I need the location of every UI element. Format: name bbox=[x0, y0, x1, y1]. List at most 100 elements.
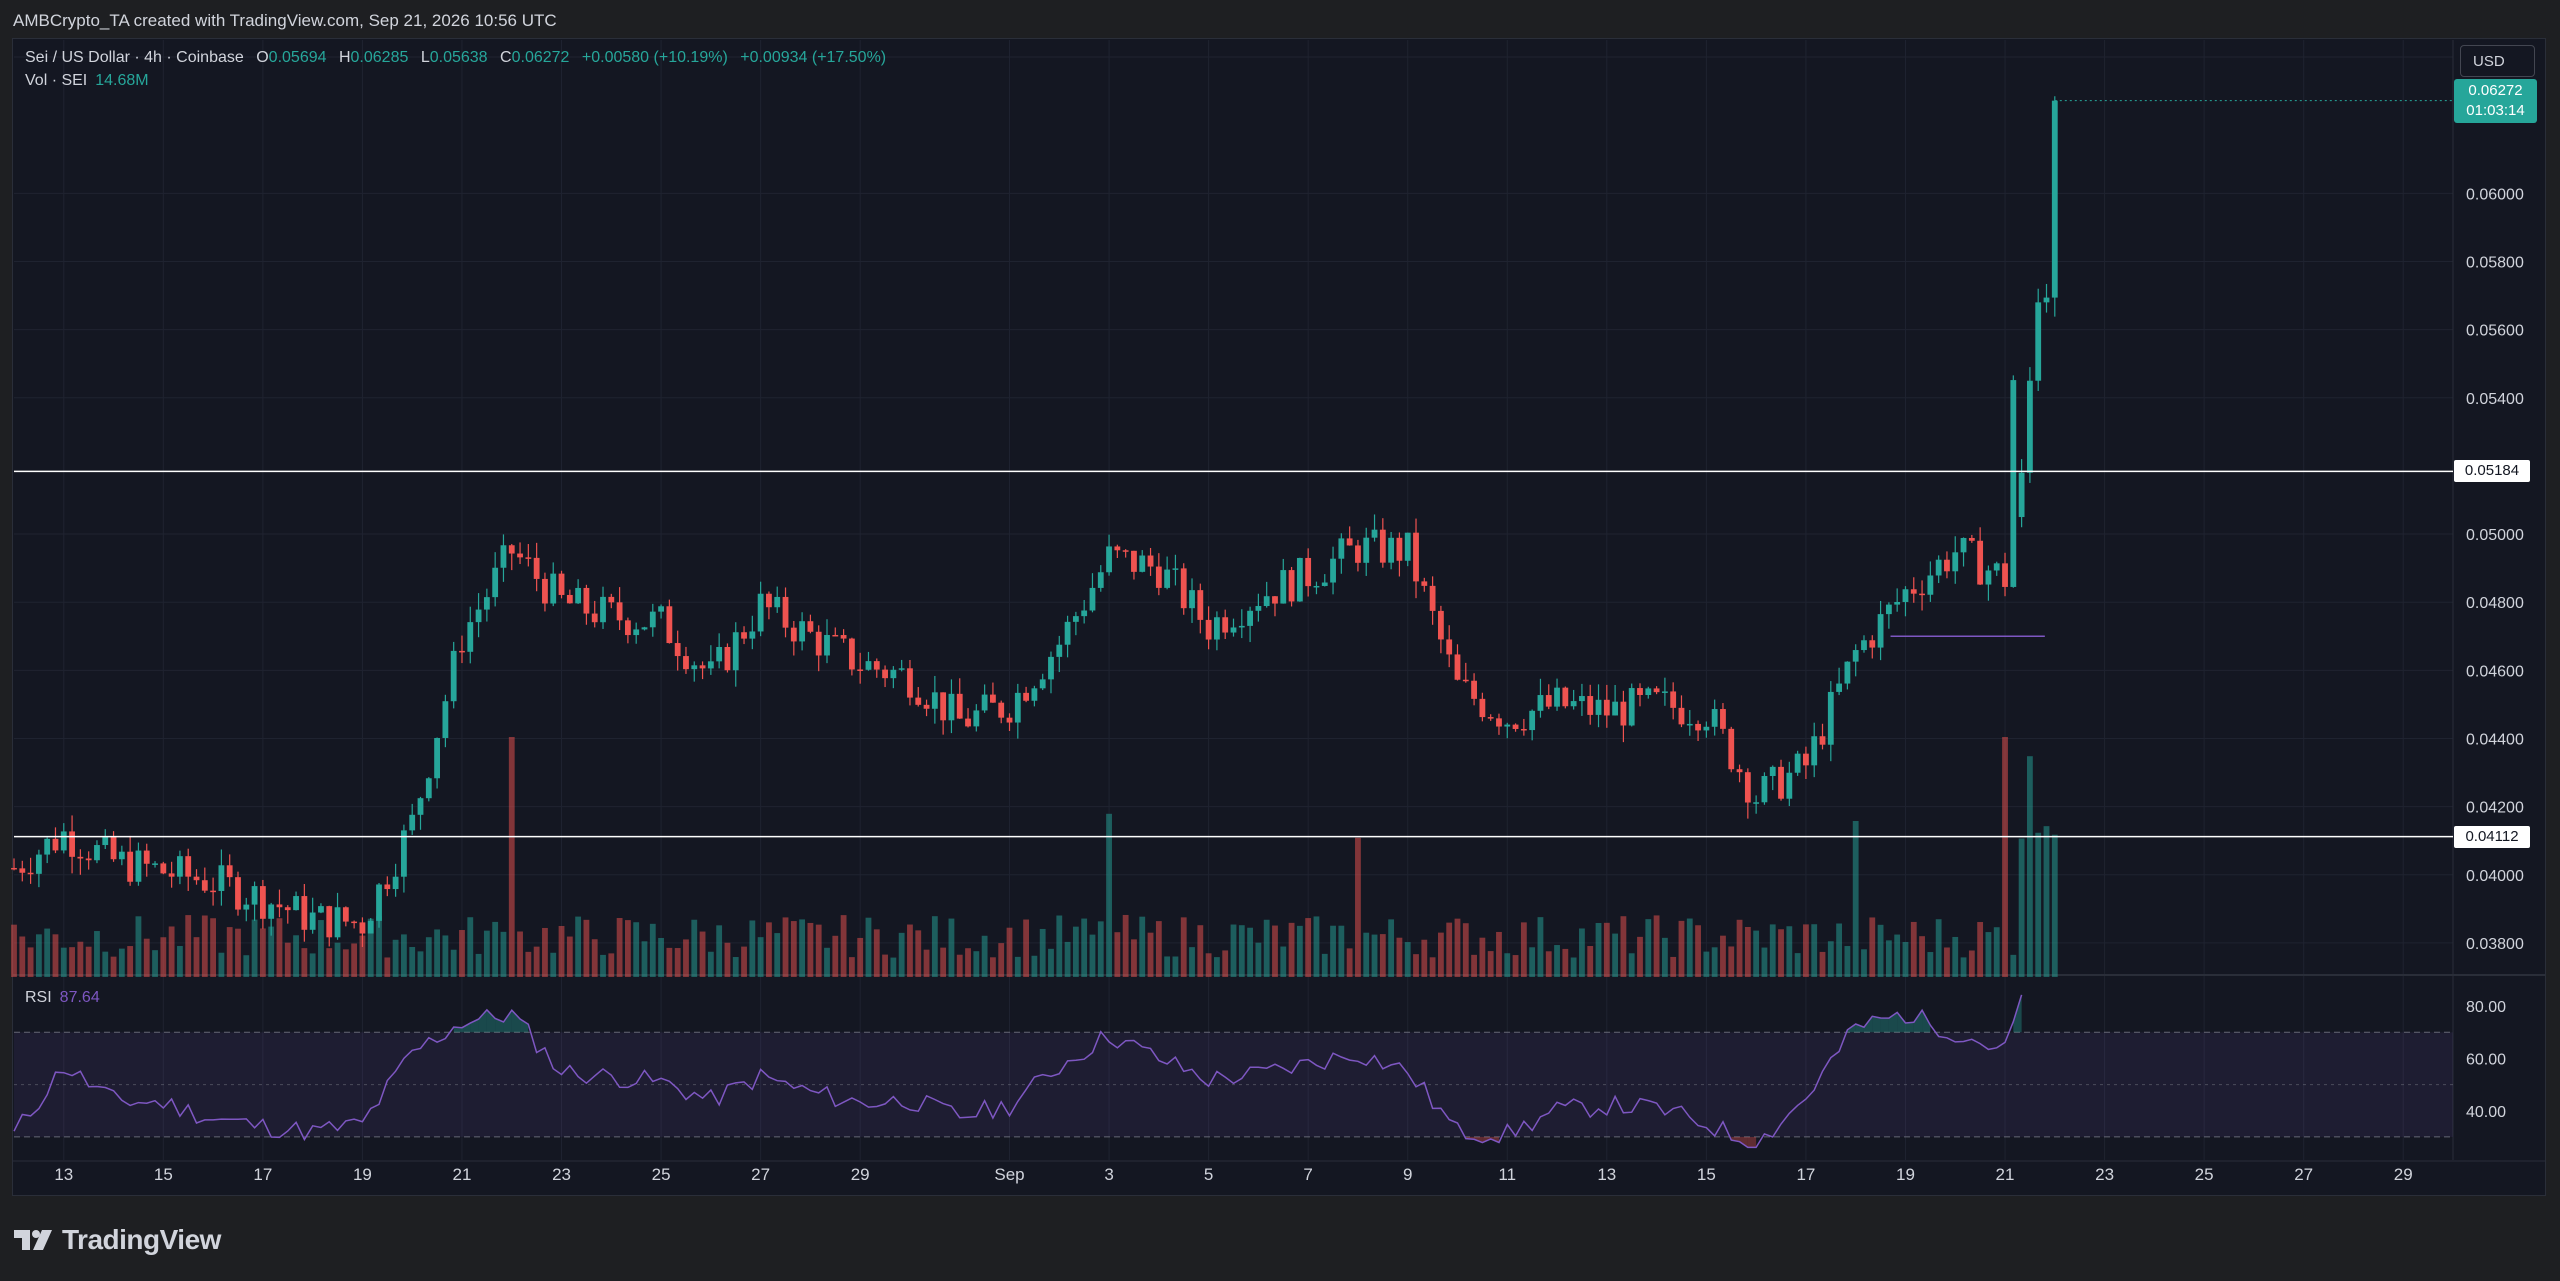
volume-bar bbox=[633, 922, 640, 977]
rsi-overbought-fill bbox=[1905, 1022, 1914, 1033]
volume-bar bbox=[1197, 925, 1204, 977]
candle-body bbox=[1794, 753, 1801, 773]
volume-bar bbox=[1321, 953, 1328, 977]
volume-bar bbox=[1670, 956, 1677, 977]
volume-bar bbox=[367, 918, 374, 977]
volume-bar bbox=[1993, 927, 2000, 977]
bar-countdown: 01:03:14 bbox=[2466, 101, 2525, 119]
candle-body bbox=[732, 632, 739, 671]
level-tag-upper[interactable]: 0.05184 bbox=[2454, 460, 2530, 483]
candle-body bbox=[284, 907, 291, 911]
volume-bar bbox=[1603, 922, 1610, 977]
volume-bar bbox=[1280, 946, 1287, 977]
candle-body bbox=[1247, 610, 1253, 626]
volume-bar bbox=[583, 919, 590, 977]
volume-bar bbox=[1778, 929, 1784, 977]
volume-bar bbox=[1952, 936, 1959, 977]
volume-bar bbox=[882, 954, 888, 977]
volume-bar bbox=[1512, 955, 1519, 977]
candle-body bbox=[475, 609, 482, 623]
candle-body bbox=[483, 597, 490, 610]
rsi-y-tick-label: 80.00 bbox=[2466, 999, 2506, 1016]
volume-bar bbox=[608, 953, 615, 977]
last-price-tag: 0.06272 01:03:14 bbox=[2454, 78, 2537, 123]
volume-bar bbox=[931, 916, 938, 977]
volume-bar bbox=[757, 937, 764, 977]
volume-bar bbox=[118, 948, 125, 977]
currency-button[interactable]: USD bbox=[2460, 45, 2535, 77]
volume-bar bbox=[1736, 919, 1743, 977]
volume-bar bbox=[351, 943, 358, 977]
volume-bar bbox=[707, 951, 714, 977]
candle-body bbox=[1603, 699, 1610, 716]
rsi-oversold-fill bbox=[1739, 1136, 1748, 1148]
candle-body bbox=[1263, 596, 1270, 607]
volume-bar bbox=[409, 947, 416, 977]
candle-body bbox=[1944, 559, 1950, 572]
level-tag-lower[interactable]: 0.04112 bbox=[2454, 825, 2530, 848]
volume-bar bbox=[1064, 941, 1071, 977]
volume-bar bbox=[641, 941, 648, 977]
close-value: 0.06272 bbox=[511, 49, 570, 66]
candle-body bbox=[990, 694, 996, 703]
volume-bar bbox=[185, 915, 192, 977]
volume-bar bbox=[1761, 947, 1768, 977]
rsi-overbought-fill bbox=[461, 1023, 471, 1033]
volume-bar bbox=[1520, 922, 1527, 977]
volume-bar bbox=[168, 926, 175, 977]
candle-body bbox=[1147, 555, 1154, 567]
y-tick-label: 0.04400 bbox=[2466, 731, 2524, 748]
x-tick-label: 21 bbox=[453, 1165, 472, 1184]
candle-body bbox=[1927, 575, 1934, 595]
volume-bar bbox=[575, 916, 582, 977]
x-tick-label: 3 bbox=[1104, 1165, 1113, 1184]
volume-bar bbox=[152, 950, 158, 977]
rsi-legend[interactable]: RSI 87.64 bbox=[25, 989, 100, 1007]
tradingview-logo[interactable]: TradingView bbox=[14, 1222, 221, 1258]
volume-bar bbox=[434, 929, 440, 977]
volume-bar bbox=[1247, 927, 1253, 977]
chart-panel[interactable] bbox=[12, 38, 2546, 1196]
candle-body bbox=[450, 650, 457, 702]
candle-body bbox=[1205, 619, 1212, 640]
candle-body bbox=[782, 596, 789, 628]
volume-bar bbox=[1346, 948, 1353, 977]
volume-legend[interactable]: Vol · SEI 14.68M bbox=[25, 72, 149, 90]
volume-bar bbox=[1479, 937, 1486, 977]
candle-body bbox=[1736, 769, 1743, 773]
volume-bar bbox=[459, 930, 465, 977]
candle-body bbox=[69, 831, 75, 857]
y-tick-label: 0.05400 bbox=[2466, 391, 2524, 408]
volume-bar bbox=[1313, 916, 1320, 977]
candle-body bbox=[309, 912, 316, 930]
volume-bar bbox=[741, 946, 747, 977]
volume-bar bbox=[1753, 930, 1760, 977]
volume-bar bbox=[27, 947, 34, 977]
volume-bar bbox=[1587, 946, 1594, 977]
volume-bar bbox=[135, 916, 142, 977]
candle-body bbox=[376, 884, 382, 921]
volume-bar bbox=[243, 955, 250, 977]
candle-body bbox=[1122, 550, 1129, 552]
candle-body bbox=[1396, 537, 1403, 561]
volume-bar bbox=[334, 942, 341, 977]
candle-body bbox=[11, 867, 17, 870]
volume-bar bbox=[923, 949, 930, 977]
volume-bar bbox=[674, 948, 681, 977]
candle-body bbox=[1861, 640, 1867, 651]
volume-bar bbox=[1081, 918, 1088, 977]
volume-bar bbox=[857, 937, 864, 977]
rsi-overbought-fill bbox=[1855, 1024, 1864, 1033]
volume-bar bbox=[1545, 951, 1552, 977]
volume-bar bbox=[1836, 923, 1843, 977]
volume-bar bbox=[1537, 917, 1544, 977]
volume-bar bbox=[1902, 941, 1909, 977]
candle-body bbox=[1960, 537, 1967, 553]
volume-bar bbox=[2010, 954, 2017, 977]
volume-bar bbox=[69, 947, 75, 977]
open-label: O bbox=[256, 49, 269, 66]
y-tick-label: 0.06000 bbox=[2466, 186, 2524, 203]
x-tick-label: 23 bbox=[2095, 1165, 2114, 1184]
symbol-name[interactable]: Sei / US Dollar · 4h · Coinbase bbox=[25, 49, 244, 66]
